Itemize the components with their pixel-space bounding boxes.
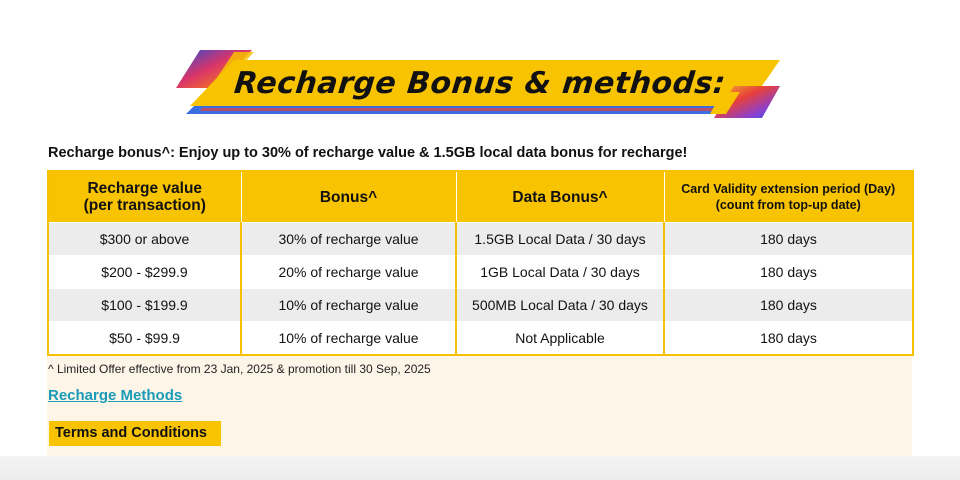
header-card-validity-line2: (count from top-up date)	[715, 198, 861, 212]
page-bottom-strip	[0, 456, 960, 480]
table-header-row: Recharge value (per transaction) Bonus^ …	[48, 171, 913, 223]
intro-text: Recharge bonus^: Enjoy up to 30% of rech…	[48, 145, 688, 161]
cell-data-bonus: 1.5GB Local Data / 30 days	[456, 222, 665, 256]
cell-validity: 180 days	[664, 321, 913, 355]
cell-bonus: 20% of recharge value	[241, 255, 457, 289]
recharge-bonus-table: Recharge value (per transaction) Bonus^ …	[47, 170, 914, 356]
offer-footnote: ^ Limited Offer effective from 23 Jan, 2…	[48, 362, 431, 376]
title-banner: Recharge Bonus & methods:	[174, 48, 786, 123]
cell-bonus: 30% of recharge value	[241, 222, 457, 256]
cell-recharge-value: $200 - $299.9	[48, 255, 242, 289]
header-recharge-value: Recharge value (per transaction)	[48, 171, 242, 223]
table-row: $50 - $99.9 10% of recharge value Not Ap…	[48, 321, 913, 355]
table-row: $100 - $199.9 10% of recharge value 500M…	[48, 288, 913, 322]
terms-and-conditions-button[interactable]: Terms and Conditions	[49, 421, 221, 446]
cell-data-bonus: 500MB Local Data / 30 days	[456, 288, 665, 322]
cell-bonus: 10% of recharge value	[241, 321, 457, 355]
table-row: $300 or above 30% of recharge value 1.5G…	[48, 222, 913, 256]
cell-recharge-value: $300 or above	[48, 222, 242, 256]
recharge-methods-link[interactable]: Recharge Methods	[48, 387, 183, 404]
header-card-validity-line1: Card Validity extension period (Day)	[681, 182, 896, 196]
header-card-validity: Card Validity extension period (Day) (co…	[664, 171, 913, 223]
cell-data-bonus: Not Applicable	[456, 321, 665, 355]
cell-recharge-value: $50 - $99.9	[48, 321, 242, 355]
cell-validity: 180 days	[664, 255, 913, 289]
banner-title: Recharge Bonus & methods:	[232, 66, 728, 101]
cell-bonus: 10% of recharge value	[241, 288, 457, 322]
cell-data-bonus: 1GB Local Data / 30 days	[456, 255, 665, 289]
header-recharge-value-line2: (per transaction)	[83, 197, 206, 214]
table-row: $200 - $299.9 20% of recharge value 1GB …	[48, 255, 913, 289]
cell-validity: 180 days	[664, 222, 913, 256]
cell-recharge-value: $100 - $199.9	[48, 288, 242, 322]
header-recharge-value-line1: Recharge value	[87, 180, 203, 197]
header-data-bonus: Data Bonus^	[456, 171, 665, 223]
cell-validity: 180 days	[664, 288, 913, 322]
banner-graphic	[176, 50, 780, 118]
header-bonus: Bonus^	[241, 171, 457, 223]
